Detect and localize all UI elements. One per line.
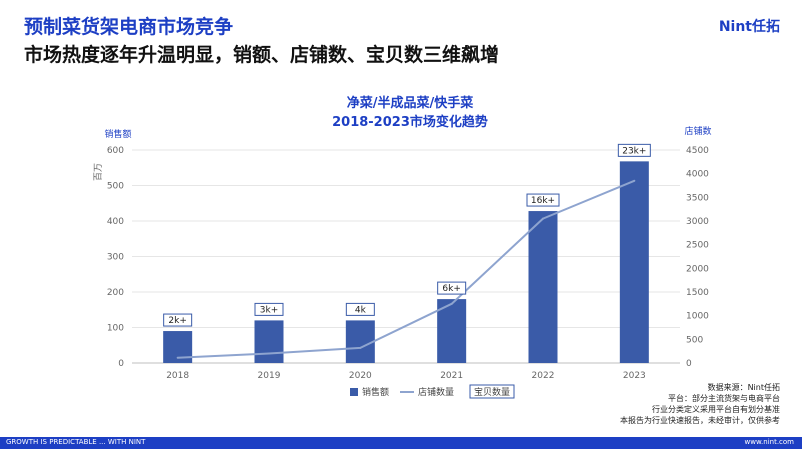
item-count-label: 2k+ bbox=[168, 316, 186, 326]
page-subtitle: 市场热度逐年升温明显，销额、店铺数、宝贝数三维飙增 bbox=[24, 44, 500, 66]
bar-series bbox=[163, 161, 649, 363]
right-tick-label: 1000 bbox=[686, 312, 709, 322]
source-notes: 数据来源：Nint任拓 平台：部分主流货架与电商平台 行业分类定义采用平台自有划… bbox=[520, 382, 780, 426]
left-tick-label: 600 bbox=[107, 146, 124, 156]
item-count-labels: 2k+ 3k+ 4k 6k+ 16k+ 23k+ bbox=[163, 143, 651, 327]
legend: 销售额 店铺数量 宝贝数量 bbox=[350, 384, 515, 399]
line-point bbox=[359, 346, 362, 349]
footer-url: www.nint.com bbox=[744, 438, 795, 446]
bar bbox=[345, 320, 375, 363]
right-tick-label: 3500 bbox=[686, 193, 709, 203]
right-tick-label: 3000 bbox=[686, 217, 709, 227]
item-count-box bbox=[163, 313, 193, 327]
right-tick-label: 4000 bbox=[686, 170, 709, 180]
line-point bbox=[268, 352, 270, 355]
axes: 0 100 200 300 400 500 600 0 500 1000 1500 2000 2500 3… bbox=[107, 146, 709, 381]
page-title: 预制菜货架电商市场竞争 bbox=[24, 16, 234, 38]
line-point bbox=[450, 302, 453, 305]
item-count-box bbox=[254, 302, 284, 316]
bar bbox=[528, 211, 558, 363]
shops-line bbox=[177, 179, 635, 359]
left-tick-label: 100 bbox=[107, 324, 124, 334]
left-axis-unit: 百万 bbox=[93, 163, 104, 181]
line-point bbox=[542, 217, 544, 220]
item-count-label: 6k+ bbox=[442, 284, 460, 294]
item-count-label: 4k bbox=[355, 305, 367, 315]
legend-label-swatch bbox=[469, 384, 515, 399]
source-line: 平台：部分主流货架与电商平台 bbox=[668, 394, 780, 403]
line-point bbox=[633, 179, 636, 182]
x-tick-label: 2020 bbox=[349, 371, 372, 381]
legend-bar-label: 销售额 bbox=[362, 386, 389, 398]
right-tick-label: 500 bbox=[686, 335, 703, 345]
left-tick-label: 300 bbox=[107, 253, 124, 263]
left-tick-label: 400 bbox=[107, 217, 124, 227]
legend-line-label: 店铺数量 bbox=[418, 386, 454, 398]
line-series bbox=[176, 179, 636, 359]
bar bbox=[437, 299, 467, 363]
right-tick-label: 0 bbox=[686, 359, 692, 369]
left-tick-label: 500 bbox=[107, 182, 124, 192]
x-tick-label: 2023 bbox=[623, 371, 646, 381]
brand-logo: Nint任拓 bbox=[718, 19, 780, 35]
left-tick-label: 0 bbox=[118, 359, 124, 369]
source-line: 本报告为行业快速报告，未经审计，仅供参考 bbox=[620, 416, 780, 425]
right-tick-label: 2000 bbox=[686, 264, 709, 274]
right-tick-label: 2500 bbox=[686, 241, 709, 251]
bar bbox=[254, 320, 284, 363]
item-count-box bbox=[437, 281, 467, 295]
item-count-label: 16k+ bbox=[531, 196, 555, 206]
x-tick-label: 2019 bbox=[258, 371, 281, 381]
source-line: 数据来源：Nint任拓 bbox=[707, 383, 780, 392]
left-tick-label: 200 bbox=[107, 288, 124, 298]
footer-slogan: GROWTH IS PREDICTABLE ... WITH NINT bbox=[6, 438, 146, 446]
item-count-label: 3k+ bbox=[260, 305, 278, 315]
footer-bar: GROWTH IS PREDICTABLE ... WITH NINT www.… bbox=[0, 437, 802, 449]
legend-bar-swatch bbox=[350, 388, 358, 396]
bar bbox=[619, 161, 649, 363]
x-tick-label: 2021 bbox=[440, 371, 463, 381]
line-point bbox=[176, 356, 179, 359]
chart-subtitle: 2018-2023市场变化趋势 bbox=[332, 114, 488, 130]
item-count-box bbox=[617, 143, 651, 157]
item-count-box bbox=[345, 302, 375, 316]
right-tick-label: 4500 bbox=[686, 146, 709, 156]
x-tick-label: 2018 bbox=[166, 371, 189, 381]
right-axis-label: 店铺数 bbox=[684, 125, 711, 137]
grid-lines bbox=[132, 149, 680, 364]
x-tick-label: 2022 bbox=[532, 371, 555, 381]
right-tick-label: 1500 bbox=[686, 288, 709, 298]
chart-title: 净菜/半成品菜/快手菜 bbox=[347, 95, 474, 111]
item-count-box bbox=[526, 193, 560, 207]
source-line: 行业分类定义采用平台自有划分基准 bbox=[652, 405, 780, 414]
item-count-label: 23k+ bbox=[622, 146, 646, 156]
left-axis-label: 销售额 bbox=[104, 128, 131, 140]
legend-label-text: 宝贝数量 bbox=[474, 386, 510, 398]
